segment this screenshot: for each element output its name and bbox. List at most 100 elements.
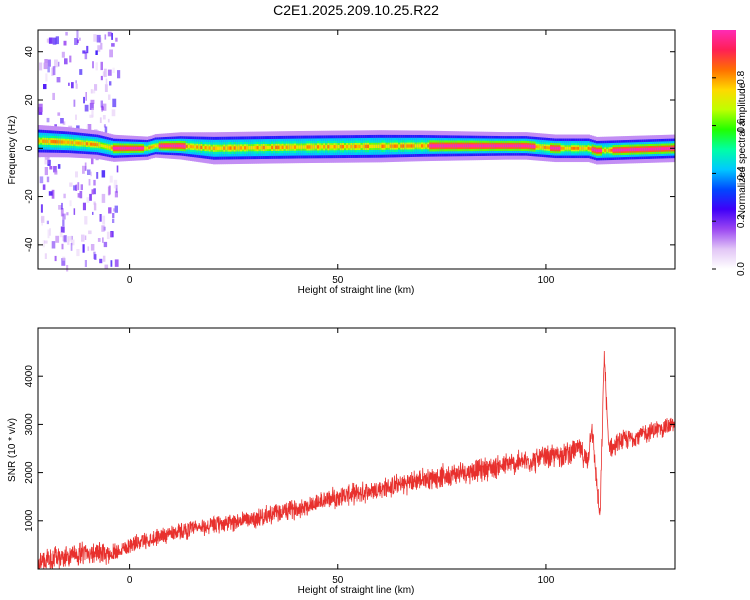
band-cell [40, 139, 43, 143]
band-cell [269, 145, 272, 150]
band-cell [164, 144, 168, 148]
noise-speckle [57, 61, 60, 67]
band-cell [431, 144, 434, 148]
band-cell [371, 144, 374, 149]
noise-speckle [44, 167, 48, 176]
x-tick-label: 100 [538, 275, 555, 286]
noise-speckle [91, 157, 94, 165]
noise-speckle [84, 235, 87, 240]
noise-speckle [109, 81, 112, 86]
band-cell [412, 144, 416, 148]
band-cell [321, 145, 324, 149]
noise-speckle [65, 31, 68, 36]
noise-speckle [42, 184, 46, 190]
band-cell [466, 144, 470, 148]
band-cell [123, 146, 126, 150]
band-cell [175, 144, 178, 148]
spectrogram-ticks: 0 50 100 -40 -20 0 20 40 [24, 30, 675, 286]
noise-speckle [82, 165, 85, 174]
band-cell [341, 144, 345, 149]
noise-speckle [52, 92, 55, 100]
band-cell [42, 139, 45, 143]
band-cell [316, 145, 320, 149]
band-cell [244, 146, 247, 150]
band-cell [550, 146, 553, 150]
noise-speckle [49, 166, 53, 170]
noise-speckle [80, 184, 83, 191]
band-cell [258, 145, 262, 150]
band-cell [481, 144, 484, 148]
band-cell [212, 146, 216, 150]
band-cell [227, 146, 230, 150]
band-cell [427, 144, 430, 148]
band-cell [637, 147, 641, 151]
band-cell [631, 148, 634, 152]
noise-speckle [51, 189, 55, 199]
y-tick-label: 3000 [24, 413, 35, 436]
band-cell [248, 146, 251, 150]
noise-speckle [52, 37, 57, 45]
band-cell [439, 144, 443, 148]
band-cell [622, 148, 626, 152]
noise-speckle [94, 84, 98, 91]
noise-speckle [108, 207, 112, 214]
band-cell [266, 145, 270, 150]
band-cell [531, 144, 534, 148]
noise-speckle [101, 105, 103, 112]
band-cell [523, 144, 526, 148]
noise-speckle [90, 99, 95, 104]
noise-speckle [61, 51, 65, 58]
band-cell [566, 146, 570, 150]
noise-speckle [68, 236, 72, 242]
band-cell [119, 146, 122, 150]
noise-speckle [49, 228, 51, 236]
snr-frame [37, 327, 676, 570]
band-cell [346, 144, 349, 149]
noise-speckle [107, 69, 112, 76]
band-cell [298, 145, 301, 149]
band-cell [310, 145, 314, 149]
band-cell [246, 146, 249, 150]
band-cell [162, 144, 166, 148]
band-cell [545, 146, 549, 150]
noise-speckle [64, 58, 68, 65]
colorbar-gradient [712, 30, 736, 269]
noise-speckle [86, 125, 89, 130]
band-cell [416, 144, 420, 148]
band-cell [585, 146, 588, 150]
noise-speckle [43, 62, 48, 70]
band-cell [327, 145, 330, 149]
x-tick-label: 0 [127, 575, 133, 586]
band-cell [85, 142, 89, 146]
noise-speckle [48, 191, 53, 196]
noise-speckle [40, 204, 43, 213]
band-cell [356, 144, 359, 149]
band-cell [135, 147, 139, 150]
band-cell [400, 144, 403, 148]
band-cell [414, 144, 418, 148]
band-cell [283, 145, 287, 149]
band-cell [183, 144, 187, 148]
band-cell [38, 139, 41, 143]
band-cell [148, 146, 151, 149]
band-cell [337, 144, 341, 149]
band-cell [81, 141, 85, 145]
noise-speckle [84, 52, 88, 60]
noise-speckle [61, 202, 63, 210]
noise-speckle [107, 118, 110, 123]
band-cell [575, 146, 578, 150]
band-cell [296, 145, 299, 149]
band-cell [595, 149, 599, 153]
band-cell [456, 144, 459, 148]
band-cell [381, 144, 384, 148]
band-cell [485, 144, 489, 148]
band-cell [52, 140, 56, 144]
band-cell [500, 144, 503, 148]
snr-ylabel: SNR (10 * v/v) [7, 418, 18, 482]
band-cell [323, 145, 326, 149]
noise-speckle [66, 212, 69, 216]
noise-speckle [76, 249, 80, 257]
band-cell [379, 144, 382, 148]
colorbar-tick-label: 0.6 [736, 118, 747, 132]
noise-speckle [44, 156, 47, 165]
